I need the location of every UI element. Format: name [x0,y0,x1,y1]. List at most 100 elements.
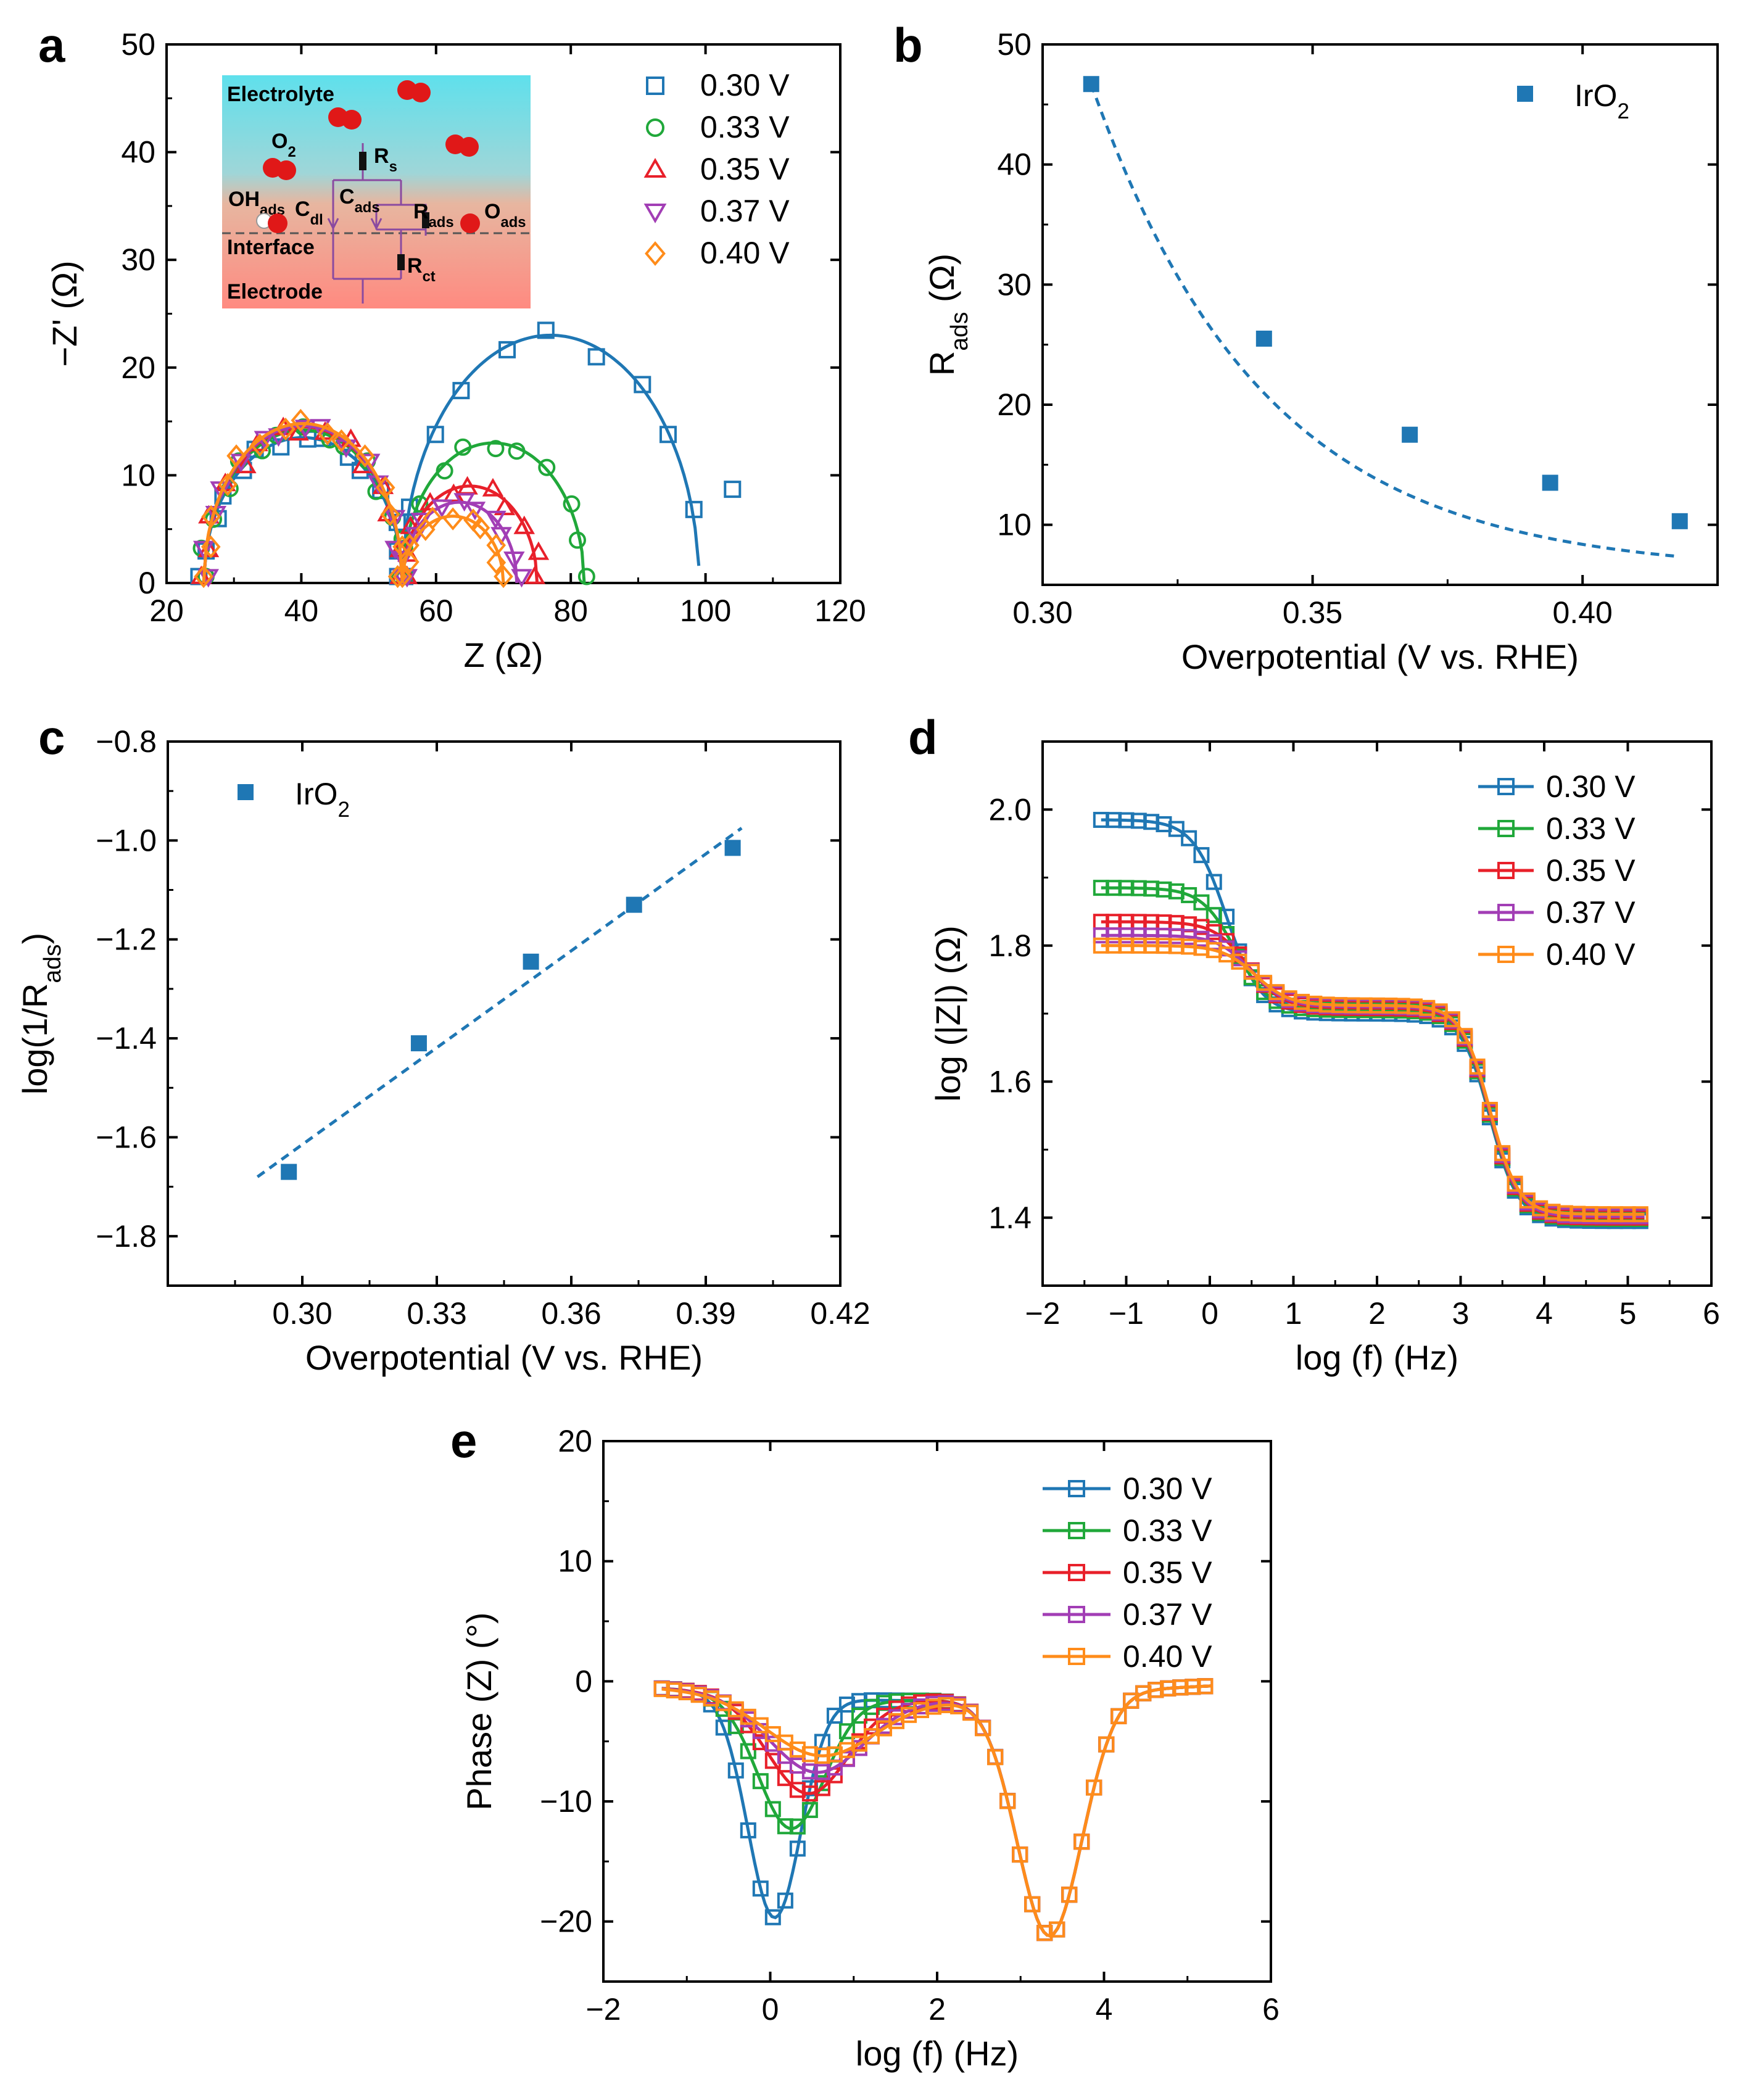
x-tick-label: 0.33 [407,1296,466,1331]
data-point [503,551,525,570]
data-point [486,551,507,574]
x-tick-label: 0.42 [810,1296,870,1331]
data-point [1205,874,1222,890]
data-point [1494,1145,1511,1162]
data-point [443,507,463,531]
data-point [331,429,352,453]
x-axis-label: Overpotential (V vs. RHE) [305,1338,703,1377]
data-point [1481,1102,1498,1118]
data-point [1193,847,1210,864]
inset-rct-label: Rct [407,254,436,285]
inset-electrolyte-label: Electrolyte [227,83,334,106]
data-point [317,422,337,445]
chart-a: 20 40 60 80 100 120 0 10 20 30 40 50 Z (Ω) −Z' (Ω) 0.3… [45,27,866,674]
data-point [752,1773,769,1790]
y-tick-label: 40 [997,147,1032,182]
inset-oads-label: Oads [484,200,526,231]
x-axis-label: Z (Ω) [464,635,544,674]
fit-line-0.35V [400,484,539,584]
y-tick-label: −1.4 [96,1021,157,1056]
legend-marker [645,241,666,266]
y-tick-label: −20 [540,1904,592,1939]
legend-marker [643,158,667,178]
x-axis-label: Overpotential (V vs. RHE) [1181,637,1579,676]
data-point [494,564,513,589]
data-point [426,426,444,444]
legend-label: 0.37 V [1546,895,1636,930]
data-point [740,1822,756,1838]
fit-line-0.33V [202,428,404,584]
legend-label: 0.40 V [700,236,790,270]
data-point [524,565,546,584]
data-point [226,444,246,468]
x-tick-label: 120 [814,593,866,628]
data-point [724,481,742,498]
data-point [851,1707,867,1724]
data-point [999,1793,1016,1809]
data-point [494,497,516,516]
x-tick-label: 0.39 [676,1296,735,1331]
legend-label: 0.33 V [1123,1513,1212,1548]
y-tick-label: 2.0 [988,792,1032,827]
x-tick-label: 0 [1201,1296,1218,1331]
legend-label: 0.35 V [1123,1555,1212,1590]
data-point [1086,1779,1102,1796]
data-point [801,1801,818,1818]
x-tick-label: 0.35 [1283,595,1342,630]
data-point [1012,1846,1028,1863]
y-tick-label: 30 [997,267,1032,302]
inset-o2-label: O2 [271,130,296,160]
data-point [1061,1887,1078,1903]
o2-molecule-icon [411,83,431,102]
y-axis-label: Rads (Ω) [922,254,973,376]
x-tick-label: 2 [1368,1296,1386,1331]
legend-label: 0.40 V [1546,937,1636,972]
data-point [380,503,400,526]
data-point [452,382,470,400]
data-point [392,564,413,589]
x-tick-label: 5 [1619,1296,1637,1331]
data-point [454,438,472,456]
data-point [724,840,741,856]
data-point [1231,953,1247,970]
data-point [962,1705,979,1721]
fit-line-0.30V [400,333,701,584]
y-tick-label: −1.0 [96,823,157,858]
data-point [513,515,536,534]
data-point [276,417,296,441]
o2-molecule-icon [459,137,479,157]
data-point [1671,513,1688,529]
inset-background [222,75,531,308]
data-point [1197,1678,1214,1695]
legend-marker [1068,1648,1085,1665]
data-point [659,426,677,444]
legend-marker [1497,862,1515,879]
x-tick-label: 40 [284,593,319,628]
legend-marker [1497,904,1515,921]
x-axis-label: log (f) (Hz) [1296,1338,1458,1377]
legend-marker [1068,1522,1085,1539]
oads-icon [460,213,480,233]
y-axis-label: −Z' (Ω) [45,260,84,366]
data-point [1444,1011,1460,1028]
oh-o-icon [268,213,287,233]
y-tick-label: 20 [997,387,1032,422]
data-point [400,534,420,557]
data-point [527,541,550,560]
x-tick-label: 20 [149,593,184,628]
legend-label: 0.40 V [1123,1639,1212,1674]
data-point [482,477,504,497]
inset-cdl-label: Cdl [295,197,323,228]
data-point [1243,964,1260,980]
y-tick-label: 20 [558,1424,592,1458]
y-tick-label: 50 [997,27,1032,62]
inset-rs-label: Rs [374,144,397,175]
data-point [194,564,213,589]
y-tick-label: −1.6 [96,1120,157,1154]
data-point [789,1840,806,1857]
data-point [1083,76,1099,93]
data-point [193,540,215,560]
x-tick-label: 1 [1285,1296,1302,1331]
legend-marker [1068,1480,1085,1497]
data-point [1256,975,1273,991]
